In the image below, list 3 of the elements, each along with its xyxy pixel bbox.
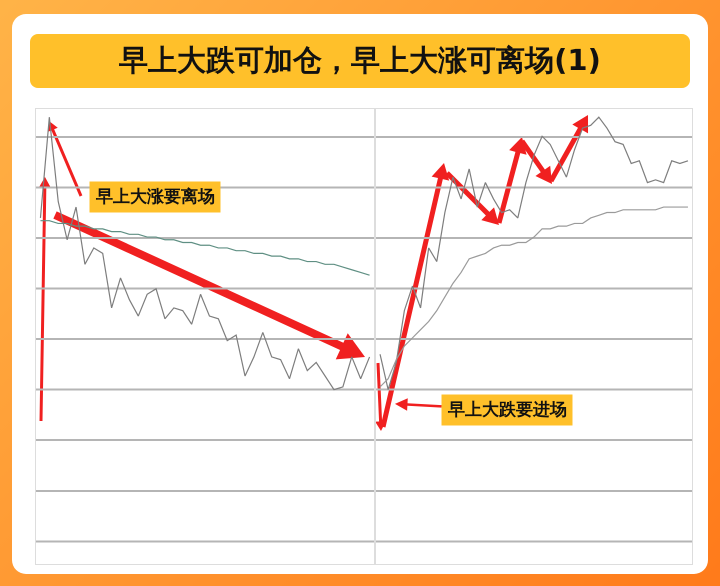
annotation: 早上大涨要离场 [95, 187, 215, 207]
text: 早上大跌要进场 [447, 400, 567, 420]
chart-title: 早上大跌可加仓，早上大涨可离场(1) [30, 34, 690, 88]
